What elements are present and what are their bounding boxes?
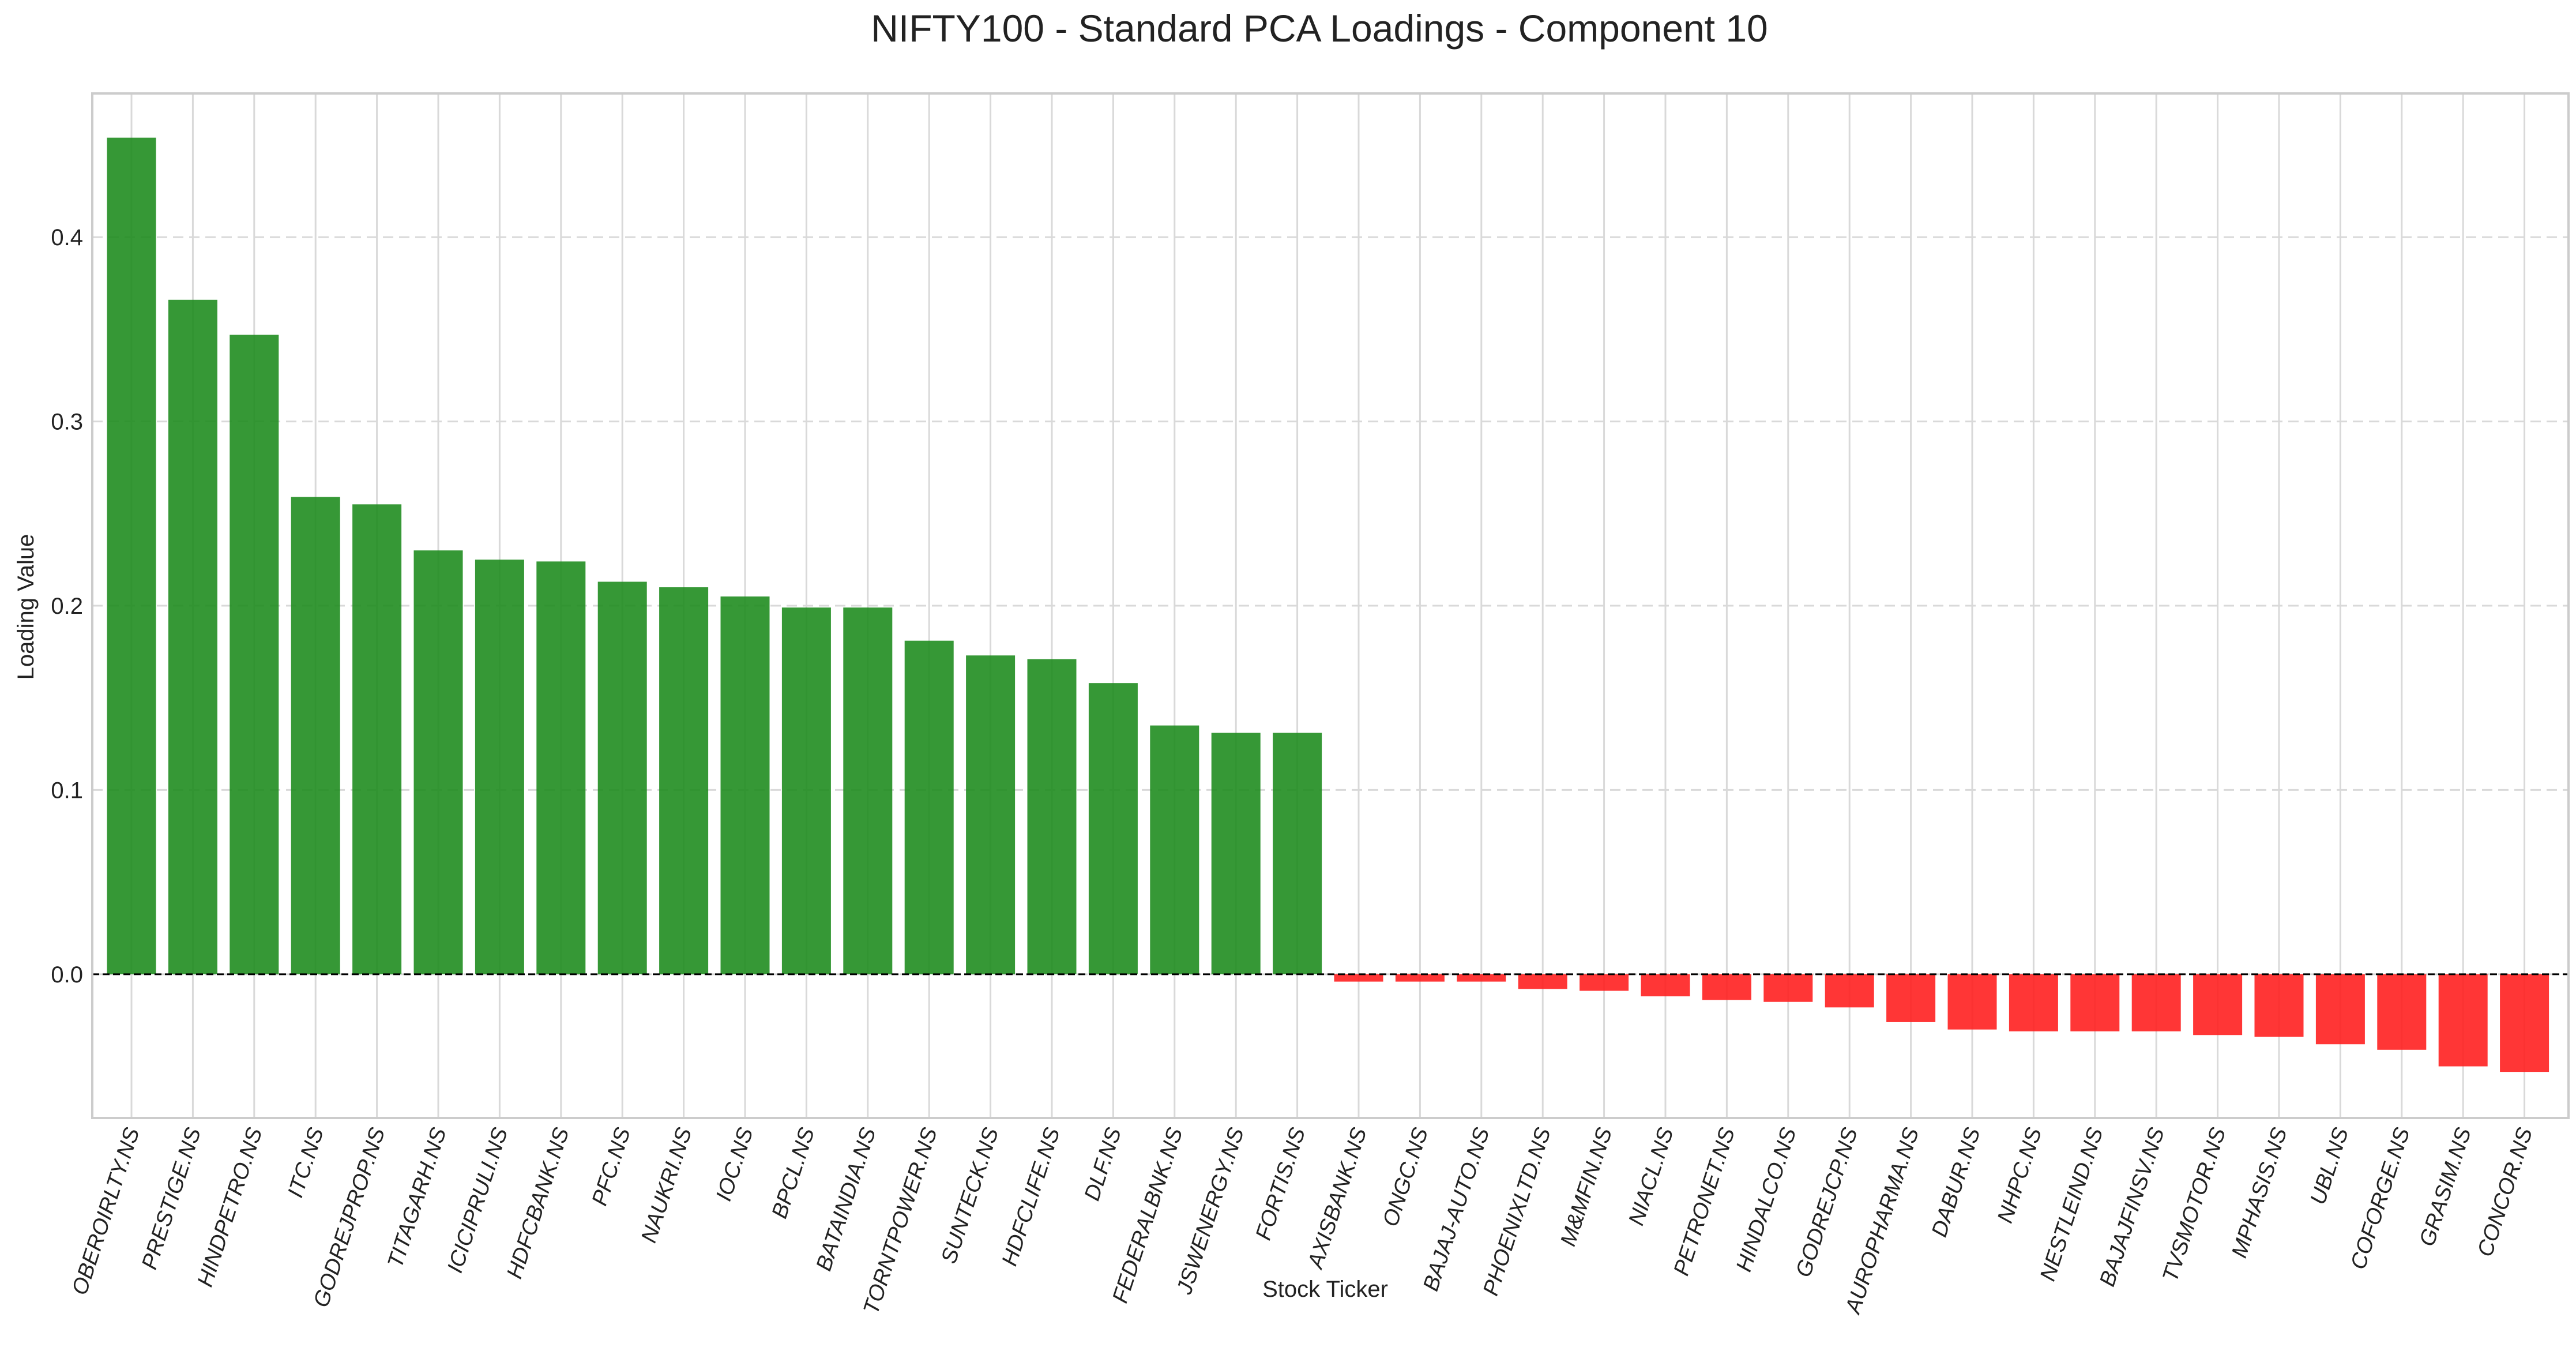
bar-fortis-ns bbox=[1273, 733, 1322, 974]
bar-titagarh-ns bbox=[413, 550, 463, 974]
y-axis-ticks: 0.0 0.1 0.2 0.3 0.4 bbox=[51, 225, 83, 988]
bar-prestige-ns bbox=[168, 299, 217, 974]
bar-tvsmotor-ns bbox=[2193, 974, 2243, 1035]
bar-itc-ns bbox=[291, 497, 340, 974]
bar-icicipruli-ns bbox=[475, 560, 524, 974]
bar-hindalco-ns bbox=[1763, 974, 1813, 1002]
bar-hdfcbank-ns bbox=[536, 561, 586, 974]
chart-title: NIFTY100 - Standard PCA Loadings - Compo… bbox=[871, 7, 1768, 50]
bar-grasim-ns bbox=[2438, 974, 2488, 1067]
bar-ioc-ns bbox=[720, 596, 770, 974]
bar-bajajfinsv-ns bbox=[2131, 974, 2181, 1031]
bar-ongc-ns bbox=[1395, 974, 1445, 982]
bar-dlf-ns bbox=[1088, 683, 1138, 974]
bar-bajaj-auto-ns bbox=[1457, 974, 1506, 982]
x-axis-label: Stock Ticker bbox=[1262, 1277, 1388, 1302]
bar-concor-ns bbox=[2500, 974, 2549, 1072]
y-tick-label: 0.1 bbox=[51, 778, 83, 803]
bar-mphasis-ns bbox=[2254, 974, 2304, 1037]
y-tick-label: 0.4 bbox=[51, 225, 83, 250]
bar-ubl-ns bbox=[2315, 974, 2365, 1045]
plot-frame bbox=[91, 92, 2570, 1119]
bar-coforge-ns bbox=[2377, 974, 2427, 1050]
bar-naukri-ns bbox=[659, 587, 709, 974]
bar-nestleind-ns bbox=[2070, 974, 2120, 1031]
bar-hdfclife-ns bbox=[1027, 659, 1077, 974]
bar-bataindia-ns bbox=[843, 607, 893, 974]
bar-nhpc-ns bbox=[2009, 974, 2058, 1031]
bar-hindpetro-ns bbox=[230, 335, 279, 974]
bar-sunteck-ns bbox=[966, 655, 1016, 974]
bar-layer bbox=[107, 137, 2549, 1072]
bar-torntpower-ns bbox=[904, 640, 954, 974]
bar-godrejcp-ns bbox=[1825, 974, 1874, 1008]
bar-bpcl-ns bbox=[781, 607, 831, 974]
bar-pfc-ns bbox=[597, 581, 647, 974]
bar-axisbank-ns bbox=[1334, 974, 1383, 982]
y-axis-label: Loading Value bbox=[13, 534, 39, 680]
bar-auropharma-ns bbox=[1886, 974, 1936, 1022]
bar-godrejprop-ns bbox=[352, 504, 402, 974]
bar-petronet-ns bbox=[1702, 974, 1751, 1000]
y-tick-label: 0.3 bbox=[51, 410, 83, 435]
bar-phoenixltd-ns bbox=[1518, 974, 1567, 989]
bar-dabur-ns bbox=[1947, 974, 1997, 1030]
bar-oberoirlty-ns bbox=[107, 137, 156, 974]
bar-federalbnk-ns bbox=[1150, 725, 1199, 974]
y-tick-label: 0.2 bbox=[51, 594, 83, 619]
bar-jswenergy-ns bbox=[1211, 733, 1261, 974]
bar-niacl-ns bbox=[1641, 974, 1690, 997]
bar-m-mfin-ns bbox=[1580, 974, 1629, 991]
y-tick-label: 0.0 bbox=[51, 962, 83, 988]
